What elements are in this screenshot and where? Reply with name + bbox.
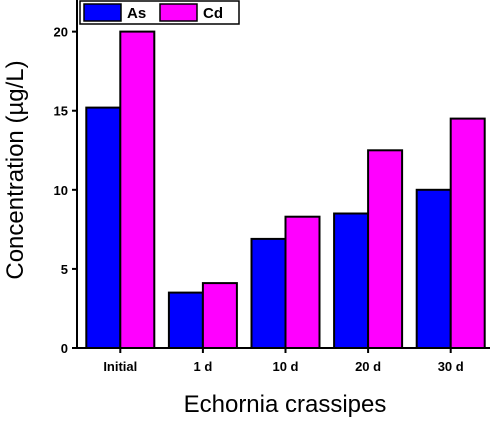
x-axis-title: Echornia crassipes xyxy=(184,391,387,418)
x-tick-label-4: 30 d xyxy=(438,359,464,374)
y-tick-label-5: 5 xyxy=(61,262,68,277)
legend-swatch-as xyxy=(83,3,122,22)
bars-layer xyxy=(85,30,486,350)
ticks-layer: 0 5 10 15 20 Initial 1 d 10 d 20 d 30 d xyxy=(54,25,464,374)
bar-as-0 xyxy=(85,106,122,349)
y-tick-label-20: 20 xyxy=(54,25,68,40)
legend-label-as: As xyxy=(127,5,146,22)
y-tick-label-10: 10 xyxy=(54,183,68,198)
bar-cd-0 xyxy=(119,30,156,349)
x-tick-label-0: Initial xyxy=(103,359,137,374)
bar-as-2 xyxy=(250,237,287,349)
bar-as-3 xyxy=(333,212,370,349)
bar-cd-1 xyxy=(201,282,238,350)
bar-as-1 xyxy=(167,291,204,350)
x-tick-label-1: 1 d xyxy=(194,359,213,374)
bar-cd-2 xyxy=(284,215,321,349)
bar-as-4 xyxy=(415,188,452,349)
legend: As Cd xyxy=(79,0,240,25)
legend-swatch-cd xyxy=(159,3,198,22)
x-tick-label-3: 20 d xyxy=(355,359,381,374)
x-tick-label-2: 10 d xyxy=(272,359,298,374)
bar-cd-3 xyxy=(367,149,404,349)
y-tick-label-15: 15 xyxy=(54,104,68,119)
y-tick-label-0: 0 xyxy=(61,341,68,356)
y-axis-title: Concentration (µg/L) xyxy=(2,60,29,279)
axes-layer xyxy=(76,0,490,349)
legend-label-cd: Cd xyxy=(203,5,223,22)
bar-cd-4 xyxy=(449,117,486,349)
